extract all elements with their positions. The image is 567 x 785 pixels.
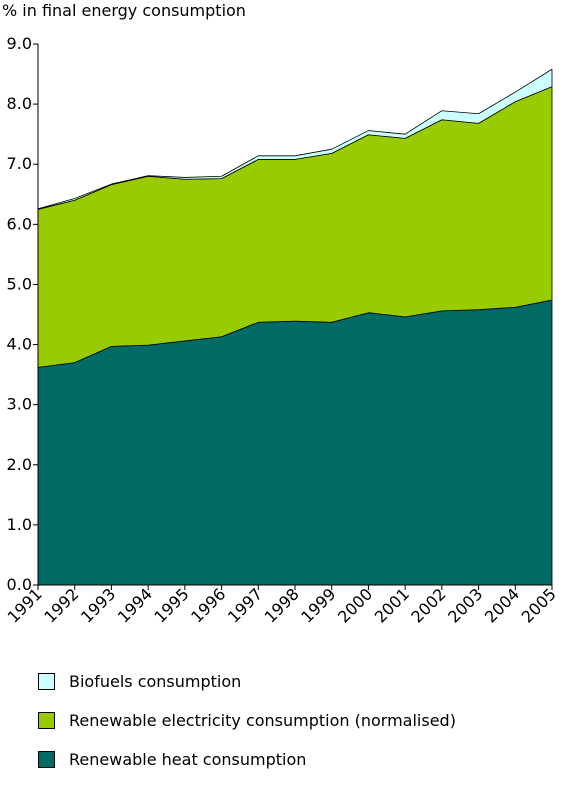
legend-swatch-renewable-heat <box>38 750 55 768</box>
y-tick-label-0-0: 0.0 <box>7 575 32 594</box>
x-tick-label-2002: 2002 <box>407 584 449 626</box>
x-tick-label-1998: 1998 <box>261 584 303 626</box>
legend-item-renewable-electricity: Renewable electricity consumption (norma… <box>38 707 456 733</box>
legend-label-biofuels: Biofuels consumption <box>69 671 242 691</box>
legend-item-biofuels: Biofuels consumption <box>38 668 456 694</box>
y-tick-label-9-0: 9.0 <box>7 34 32 53</box>
legend-swatch-biofuels <box>38 672 55 690</box>
y-tick-label-8-0: 8.0 <box>7 94 32 113</box>
x-tick-label-1997: 1997 <box>224 584 266 626</box>
legend: Biofuels consumption Renewable electrici… <box>38 668 456 785</box>
y-tick-label-4-0: 4.0 <box>7 335 32 354</box>
x-tick-label-1999: 1999 <box>297 584 339 626</box>
legend-item-renewable-heat: Renewable heat consumption <box>38 746 456 772</box>
x-tick-label-1995: 1995 <box>150 584 192 626</box>
x-tick-label-1992: 1992 <box>40 584 82 626</box>
x-tick-label-1996: 1996 <box>187 584 229 626</box>
x-tick-label-2003: 2003 <box>444 584 486 626</box>
y-axis-label: % in final energy consumption <box>2 1 246 20</box>
x-tick-label-1993: 1993 <box>77 584 119 626</box>
x-tick-label-2004: 2004 <box>481 584 523 626</box>
y-tick-label-6-0: 6.0 <box>7 214 32 233</box>
stacked-area-chart: 0.01.02.03.04.05.06.07.08.09.01991199219… <box>4 34 560 627</box>
y-tick-label-7-0: 7.0 <box>7 154 32 173</box>
y-tick-label-2-0: 2.0 <box>7 455 32 474</box>
x-tick-label-2001: 2001 <box>371 584 413 626</box>
y-tick-label-5-0: 5.0 <box>7 274 32 293</box>
x-tick-label-2005: 2005 <box>518 584 560 626</box>
y-tick-label-3-0: 3.0 <box>7 395 32 414</box>
legend-label-renewable-heat: Renewable heat consumption <box>69 749 307 769</box>
area-biofuels-consumption <box>37 68 553 210</box>
y-tick-label-1-0: 1.0 <box>7 515 32 534</box>
legend-swatch-renewable-electricity <box>38 711 55 729</box>
x-tick-label-2000: 2000 <box>334 584 376 626</box>
legend-label-renewable-electricity: Renewable electricity consumption (norma… <box>69 710 456 730</box>
x-tick-label-1994: 1994 <box>114 584 156 626</box>
